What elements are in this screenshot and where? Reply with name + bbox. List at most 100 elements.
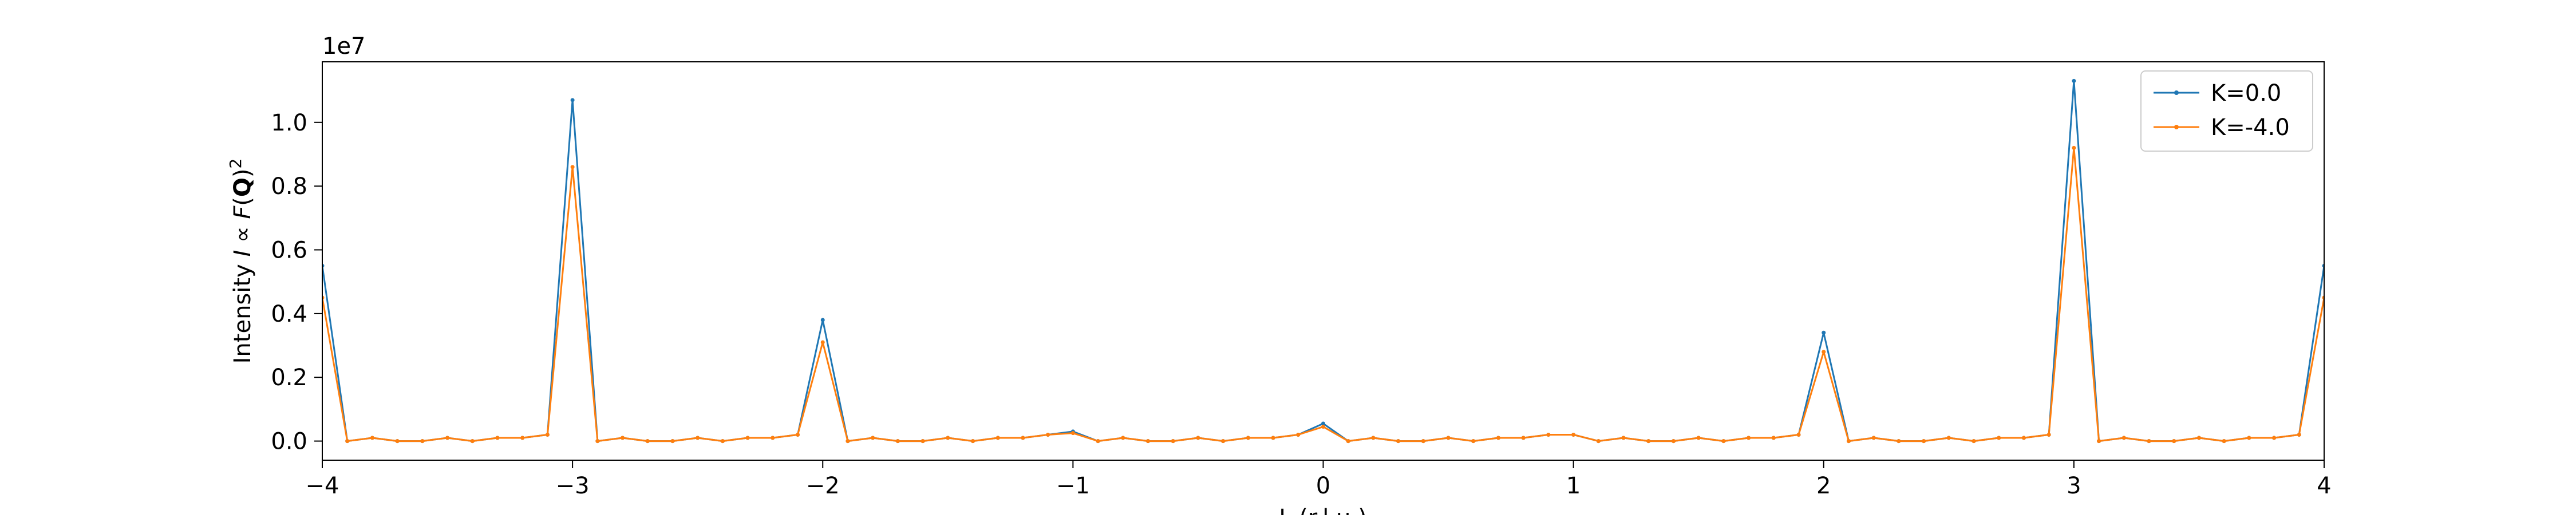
data-point: [1221, 439, 1226, 444]
x-tick-label: 2: [1816, 473, 1831, 499]
data-point: [1496, 436, 1500, 440]
data-point: [2121, 436, 2126, 440]
data-point: [1747, 436, 1751, 440]
data-point: [570, 165, 575, 169]
legend-label-k0: K=0.0: [2211, 80, 2281, 106]
data-point: [2297, 432, 2301, 437]
data-point: [1671, 439, 1676, 444]
y-axis-label: Intensity I ∝ F(Q)2: [226, 159, 256, 364]
data-point: [2147, 439, 2151, 444]
y-tick-label: 0.4: [271, 301, 307, 327]
data-point: [645, 439, 650, 444]
data-point: [1471, 439, 1476, 444]
data-point: [520, 436, 525, 440]
data-point: [2046, 432, 2051, 437]
data-point: [720, 439, 725, 444]
data-point: [2072, 145, 2076, 150]
data-point: [771, 436, 775, 440]
x-axis-label: L (r.l.u.): [1279, 505, 1367, 515]
data-point: [1922, 439, 1926, 444]
data-point: [1696, 436, 1701, 440]
data-point: [1246, 436, 1250, 440]
y-tick-label: 0.6: [271, 238, 307, 264]
data-point: [1096, 439, 1100, 444]
data-point: [1046, 432, 1050, 437]
data-point: [2247, 436, 2251, 440]
data-point: [1871, 436, 1876, 440]
data-point: [1446, 436, 1451, 440]
data-point: [595, 439, 600, 444]
data-point: [1646, 439, 1651, 444]
data-point: [820, 318, 825, 322]
data-point: [1171, 439, 1175, 444]
data-point: [2272, 436, 2277, 440]
data-point: [470, 439, 475, 444]
data-point: [920, 439, 925, 444]
data-point: [1571, 432, 1576, 437]
data-point: [1121, 436, 1125, 440]
x-tick-label: −3: [556, 473, 590, 499]
data-point: [1396, 439, 1401, 444]
legend-marker-k-4: [2174, 125, 2179, 129]
data-point: [946, 436, 950, 440]
data-point: [621, 436, 625, 440]
data-point: [1997, 436, 2001, 440]
data-point: [2172, 439, 2176, 444]
data-point: [1421, 439, 1425, 444]
data-point: [2072, 78, 2076, 83]
data-point: [1546, 432, 1551, 437]
data-point: [871, 436, 875, 440]
x-tick-label: −2: [806, 473, 840, 499]
x-tick-label: −4: [306, 473, 339, 499]
data-point: [971, 439, 975, 444]
data-point: [2097, 439, 2101, 444]
data-point: [570, 98, 575, 102]
data-point: [1897, 439, 1901, 444]
data-point: [370, 436, 374, 440]
x-tick-label: 3: [2067, 473, 2081, 499]
y-tick-label: 0.2: [271, 365, 307, 391]
data-point: [1946, 436, 1951, 440]
data-point: [820, 340, 825, 345]
x-tick-label: −1: [1056, 473, 1090, 499]
data-point: [395, 439, 400, 444]
legend: K=0.0 K=-4.0: [2140, 70, 2313, 152]
data-point: [670, 439, 675, 444]
x-tick-label: 0: [1316, 473, 1330, 499]
data-point: [796, 432, 800, 437]
axes-layer: −4 −3 −2 −1 0 1 2 3 4 0.0 0.2 0.4 0.6 0.8 1.0: [271, 61, 2332, 499]
data-point: [995, 436, 1000, 440]
data-point: [445, 436, 450, 440]
y-tick-label: 0.8: [271, 173, 307, 200]
data-point: [1296, 432, 1301, 437]
data-point: [1971, 439, 1976, 444]
data-point: [696, 436, 700, 440]
data-point: [895, 439, 900, 444]
data-point: [1846, 439, 1851, 444]
data-point: [1721, 439, 1726, 444]
legend-box: [2140, 70, 2313, 152]
data-point: [1796, 432, 1801, 437]
data-point: [1271, 436, 1275, 440]
y-tick-label: 0.0: [271, 429, 307, 455]
data-point: [1521, 436, 1526, 440]
data-point: [495, 436, 500, 440]
data-point: [2196, 436, 2201, 440]
series-k-4-0: [322, 145, 2324, 444]
data-point: [1822, 330, 1826, 335]
data-point: [420, 439, 425, 444]
data-point: [1321, 425, 1325, 429]
series-layer: [322, 78, 2324, 444]
data-point: [1070, 431, 1075, 436]
data-point: [745, 436, 750, 440]
y-tick-label: 1.0: [271, 110, 307, 136]
data-point: [345, 439, 350, 444]
data-point: [846, 439, 850, 444]
legend-label-k-4: K=-4.0: [2211, 114, 2290, 141]
data-point: [2021, 436, 2026, 440]
data-point: [1146, 439, 1151, 444]
x-tick-label: 1: [1566, 473, 1581, 499]
data-point: [1822, 350, 1826, 354]
